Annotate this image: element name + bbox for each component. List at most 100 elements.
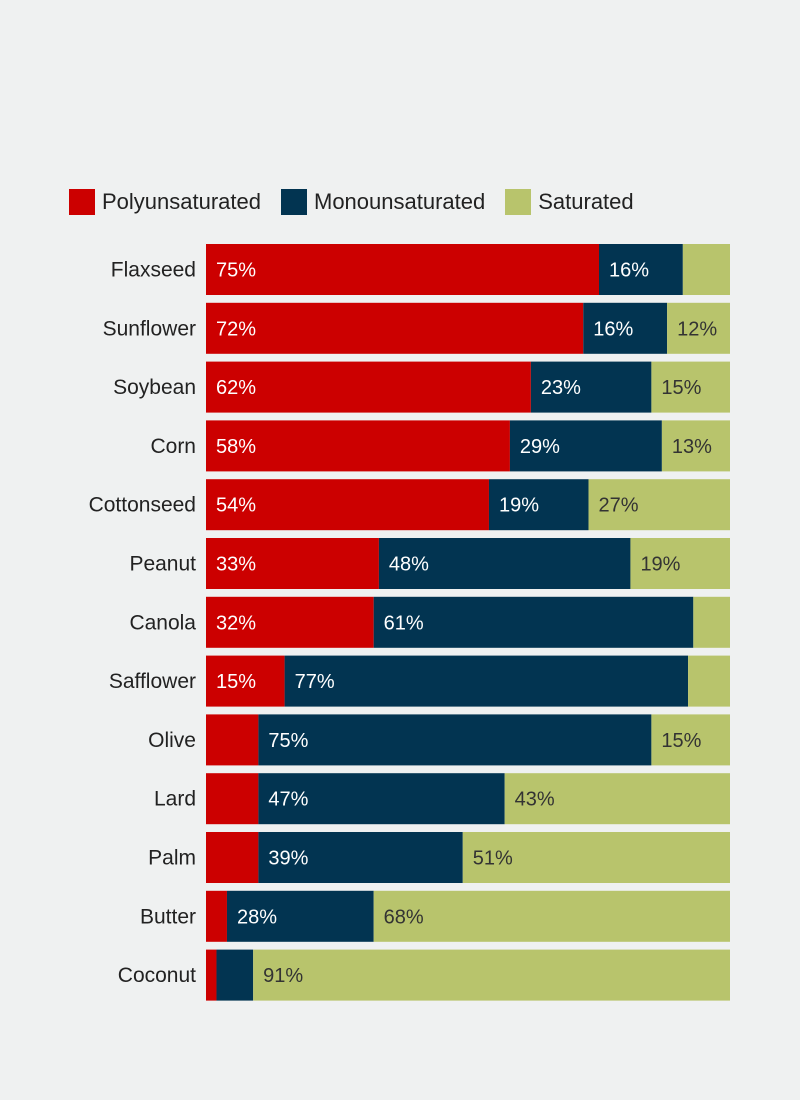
data-label-polyunsaturated: 75%	[216, 260, 256, 282]
data-label-monounsaturated: 16%	[593, 318, 633, 340]
bar-segment-monounsaturated	[258, 832, 463, 883]
bar-segment-saturated	[693, 596, 730, 648]
category-label: Coconut	[118, 964, 196, 987]
bar-segment-polyunsaturated	[206, 479, 489, 531]
bar-segment-polyunsaturated	[206, 949, 217, 1001]
data-label-polyunsaturated: 33%	[216, 554, 256, 576]
chart-legend: Polyunsaturated Monounsaturated Saturate…	[69, 189, 654, 215]
data-label-saturated: 68%	[384, 906, 424, 928]
category-label: Peanut	[129, 553, 196, 576]
bar-segment-monounsaturated	[599, 244, 683, 295]
bar-row-palm: Palm 39% 51%	[148, 832, 730, 883]
legend-swatch-monounsaturated	[281, 189, 307, 215]
data-label-saturated: 91%	[263, 965, 303, 987]
bar-segment-polyunsaturated	[206, 714, 259, 766]
legend-item-saturated: Saturated	[505, 189, 634, 215]
bar-row-sunflower: Sunflower 72% 16% 12%	[103, 302, 730, 354]
data-label-monounsaturated: 47%	[268, 789, 308, 811]
bar-segment-polyunsaturated	[206, 420, 510, 472]
bar-row-soybean: Soybean 62% 23% 15%	[113, 361, 730, 413]
data-label-polyunsaturated: 62%	[216, 377, 256, 399]
category-label: Flaxseed	[111, 259, 196, 282]
bar-row-lard: Lard 47% 43%	[154, 773, 730, 825]
legend-label-monounsaturated: Monounsaturated	[314, 189, 486, 214]
data-label-monounsaturated: 77%	[295, 671, 335, 693]
data-label-monounsaturated: 61%	[384, 612, 424, 634]
data-label-monounsaturated: 23%	[541, 377, 581, 399]
data-label-saturated: 13%	[672, 436, 712, 458]
bar-segment-saturated	[651, 714, 730, 766]
bar-segment-saturated	[373, 890, 730, 942]
bar-segment-saturated	[682, 244, 730, 295]
category-label: Lard	[154, 788, 196, 811]
category-label: Canola	[129, 611, 196, 634]
bar-segment-monounsaturated	[216, 949, 254, 1001]
bar-segment-monounsaturated	[530, 361, 652, 413]
legend-swatch-saturated	[505, 189, 532, 215]
bar-row-peanut: Peanut 33% 48% 19%	[129, 538, 730, 589]
bar-segment-monounsaturated	[509, 420, 662, 472]
data-label-polyunsaturated: 72%	[216, 318, 256, 340]
bar-segment-monounsaturated	[488, 479, 589, 531]
data-label-polyunsaturated: 15%	[216, 671, 256, 693]
bar-segment-polyunsaturated	[206, 596, 374, 648]
bar-segment-saturated	[661, 420, 730, 472]
category-label: Palm	[148, 847, 196, 870]
bar-row-canola: Canola 32% 61%	[129, 596, 730, 648]
category-label: Olive	[148, 729, 196, 752]
bar-segment-saturated	[253, 949, 730, 1001]
bar-segment-monounsaturated	[258, 773, 505, 825]
bar-segment-saturated	[667, 302, 730, 354]
bar-segment-polyunsaturated	[206, 890, 227, 942]
data-label-saturated: 15%	[661, 377, 701, 399]
data-label-polyunsaturated: 58%	[216, 436, 256, 458]
bar-segment-polyunsaturated	[206, 773, 259, 825]
bar-segment-polyunsaturated	[206, 655, 285, 707]
bar-segment-saturated	[651, 361, 730, 413]
category-label: Cottonseed	[89, 494, 196, 517]
category-label: Soybean	[113, 376, 196, 399]
bar-segment-saturated	[588, 479, 730, 531]
bar-segment-monounsaturated	[583, 302, 668, 354]
bar-row-safflower: Safflower 15% 77%	[109, 655, 730, 707]
data-label-saturated: 43%	[515, 789, 555, 811]
legend-item-monounsaturated: Monounsaturated	[281, 189, 485, 215]
data-label-saturated: 27%	[599, 495, 639, 517]
bar-segment-polyunsaturated	[206, 361, 531, 413]
data-label-polyunsaturated: 54%	[216, 495, 256, 517]
category-label: Safflower	[109, 670, 196, 693]
category-label: Corn	[150, 435, 196, 458]
category-label: Sunflower	[103, 317, 196, 340]
bar-row-flaxseed: Flaxseed 75% 16%	[111, 244, 730, 295]
legend-item-polyunsaturated: Polyunsaturated	[69, 189, 261, 215]
data-label-saturated: 51%	[473, 848, 513, 870]
data-label-monounsaturated: 39%	[268, 848, 308, 870]
bar-segment-monounsaturated	[378, 538, 631, 589]
bar-segment-monounsaturated	[226, 890, 374, 942]
data-label-monounsaturated: 75%	[268, 730, 308, 752]
bar-segment-polyunsaturated	[206, 244, 599, 295]
data-label-saturated: 15%	[661, 730, 701, 752]
bar-segment-saturated	[630, 538, 730, 589]
bar-segment-saturated	[462, 832, 730, 883]
bar-segment-saturated	[504, 773, 730, 825]
bar-segment-polyunsaturated	[206, 832, 259, 883]
category-label: Butter	[140, 905, 196, 928]
bar-row-butter: Butter 28% 68%	[140, 890, 730, 942]
bar-segment-polyunsaturated	[206, 538, 379, 589]
data-label-monounsaturated: 19%	[499, 495, 539, 517]
legend-label-polyunsaturated: Polyunsaturated	[102, 189, 261, 214]
bar-row-corn: Corn 58% 29% 13%	[150, 420, 730, 472]
data-label-monounsaturated: 29%	[520, 436, 560, 458]
data-label-monounsaturated: 48%	[389, 554, 429, 576]
data-label-polyunsaturated: 32%	[216, 612, 256, 634]
data-label-saturated: 19%	[640, 554, 680, 576]
data-label-monounsaturated: 16%	[609, 260, 649, 282]
bar-row-cottonseed: Cottonseed 54% 19% 27%	[89, 479, 730, 531]
bar-row-coconut: Coconut 91%	[118, 949, 730, 1001]
legend-label-saturated: Saturated	[538, 189, 634, 214]
legend-swatch-polyunsaturated	[69, 189, 95, 215]
bar-segment-polyunsaturated	[206, 302, 584, 354]
bar-row-olive: Olive 75% 15%	[148, 714, 730, 766]
